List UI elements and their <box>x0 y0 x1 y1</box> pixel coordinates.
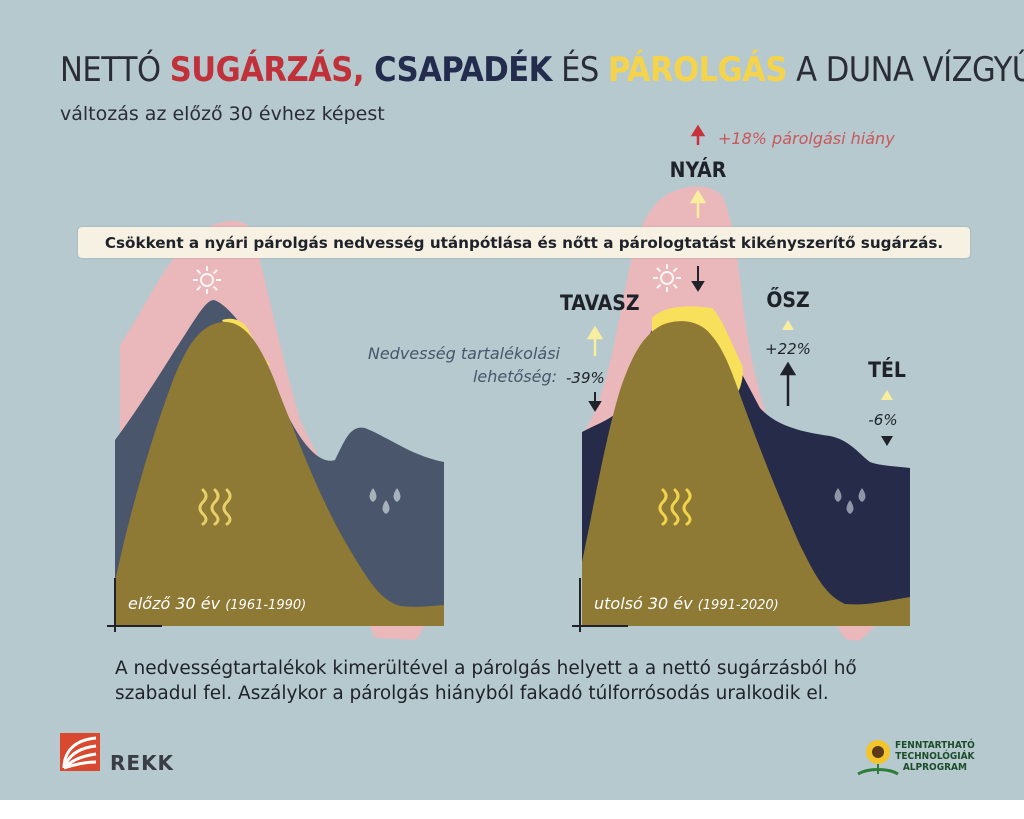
title-word-radiation: SUGÁRZÁS, <box>169 50 365 90</box>
moisture-label-line2: lehetőség: <box>473 367 557 386</box>
left-panel <box>115 220 444 640</box>
right-panel <box>582 186 910 641</box>
left-period-label: előző 30 év (1961-1990) <box>128 594 306 613</box>
rekk-logo-icon <box>60 733 100 771</box>
triangle-icon <box>881 390 893 400</box>
arrow-up-icon <box>779 361 797 406</box>
title-word-netto: NETTÓ <box>60 50 170 90</box>
rain-drops-icon <box>834 488 866 514</box>
conclusion-line1: A nedvességtartalékok kimerültével a pár… <box>115 658 857 679</box>
conclusion-text: A nedvességtartalékok kimerültével a pár… <box>115 656 975 706</box>
right-axis <box>572 578 628 632</box>
right-evaporation-area <box>582 321 910 626</box>
left-evaporation-area <box>115 321 444 626</box>
sun-icon <box>193 266 221 294</box>
moisture-label-line1: Nedvesség tartalékolási <box>368 344 561 363</box>
arrow-down-icon <box>588 392 602 412</box>
infographic-canvas: NETTÓ SUGÁRZÁS, CSAPADÉK ÉS PÁROLGÁS A D… <box>0 0 1024 800</box>
title-word-precipitation: CSAPADÉK <box>363 50 552 90</box>
season-label-winter: TÉL <box>868 357 906 382</box>
heat-waves-icon <box>658 488 692 526</box>
ftt-logo-text: FENNTARTHATÓ TECHNOLÓGIÁK ALPROGRAM <box>895 740 975 773</box>
arrow-down-icon <box>691 266 705 292</box>
arrow-down-icon <box>881 436 893 446</box>
sunflower-logo-icon <box>857 740 899 776</box>
title-word-rest: A DUNA VÍZGYŰJTŐJÉN <box>796 50 1024 90</box>
arrow-up-icon <box>586 325 604 356</box>
season-label-spring: TAVASZ <box>560 291 640 315</box>
key-message-banner: Csökkent a nyári párolgás nedvesség után… <box>78 227 970 258</box>
left-axis <box>107 578 162 632</box>
rain-drops-icon <box>369 488 401 514</box>
season-label-autumn: ŐSZ <box>766 287 809 312</box>
triangle-icon <box>782 320 794 330</box>
title-word-and: ÉS <box>551 50 609 90</box>
page-subtitle: változás az előző 30 évhez képest <box>60 103 385 125</box>
autumn-percent: +22% <box>765 340 811 358</box>
ftt-line1: FENNTARTHATÓ <box>895 740 975 751</box>
ftt-line2: TECHNOLÓGIÁK <box>895 751 975 762</box>
arrow-up-icon <box>689 189 707 218</box>
winter-percent: -6% <box>868 411 897 429</box>
key-message-text: Csökkent a nyári párolgás nedvesség után… <box>104 233 944 252</box>
ftt-line3: ALPROGRAM <box>902 762 967 773</box>
right-period-label: utolsó 30 év (1991-2020) <box>594 594 779 613</box>
spring-percent: -39% <box>566 369 605 387</box>
heat-waves-icon <box>198 488 232 526</box>
rekk-logo-text: REKK <box>110 751 175 775</box>
arrow-up-icon <box>690 124 706 145</box>
conclusion-line2: szabadul fel. Aszálykor a párolgás hiány… <box>115 683 829 704</box>
evaporation-deficit-label: +18% párolgási hiány <box>718 129 895 148</box>
season-diagram: előző 30 év (1961-1990) utolsó 30 év (19… <box>60 124 910 776</box>
sun-icon <box>653 264 681 292</box>
title-word-evaporation: PÁROLGÁS <box>608 50 787 90</box>
page-title: NETTÓ SUGÁRZÁS, CSAPADÉK ÉS PÁROLGÁS A D… <box>60 50 1024 90</box>
season-label-summer: NYÁR <box>670 157 727 182</box>
